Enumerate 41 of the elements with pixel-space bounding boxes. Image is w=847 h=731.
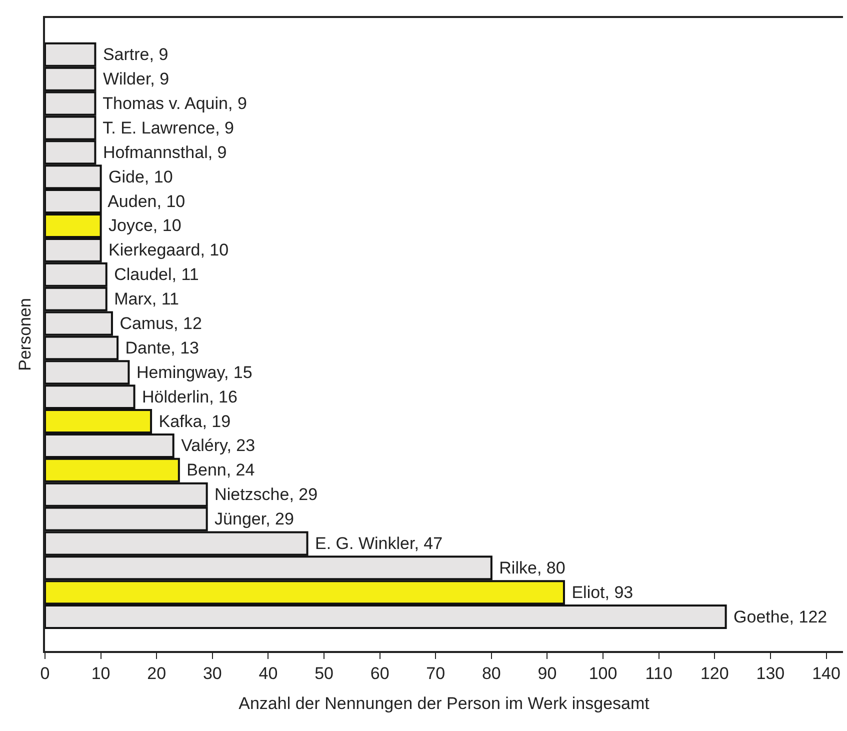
data-label: Rilke, 80 — [494, 558, 566, 578]
x-tick-label: 30 — [202, 664, 222, 684]
data-label: Hölderlin, 16 — [137, 387, 238, 406]
data-label: Camus, 12 — [114, 314, 202, 333]
data-label: Benn, 24 — [182, 460, 255, 480]
x-tick-label: 110 — [645, 664, 672, 684]
x-tick-label: 70 — [426, 664, 446, 684]
x-tick-label: 10 — [91, 664, 110, 684]
x-tick-label: 40 — [258, 664, 278, 684]
x-tick-label: 130 — [756, 664, 785, 684]
x-tick-label: 100 — [588, 664, 618, 684]
data-label: Hofmannsthal, 9 — [98, 142, 227, 162]
y-axis-title: Personen — [15, 298, 34, 371]
data-label: Joyce, 10 — [104, 216, 182, 236]
data-label: E. G. Winkler, 47 — [310, 534, 443, 553]
x-tick-label: 50 — [314, 664, 334, 684]
data-label: Auden, 10 — [104, 192, 186, 211]
data-label: Kafka, 19 — [154, 412, 231, 431]
data-label: T. E. Lawrence, 9 — [98, 118, 234, 138]
data-label: Thomas v. Aquin, 9 — [98, 94, 247, 114]
data-label: Marx, 11 — [109, 290, 179, 309]
x-axis-title: Anzahl der Nennungen der Person im Werk insgesamt — [238, 694, 650, 714]
x-tick-label: 90 — [538, 664, 557, 684]
data-label: Gide, 10 — [104, 167, 173, 186]
data-label: Sartre, 9 — [98, 45, 168, 64]
x-tick-label: 20 — [147, 664, 166, 684]
x-tick-label: 140 — [812, 664, 840, 684]
x-tick-label: 0 — [40, 664, 50, 684]
x-tick-label: 60 — [370, 664, 390, 684]
data-label: Jünger, 29 — [210, 510, 294, 529]
data-label: Hemingway, 15 — [132, 362, 252, 382]
data-label: Eliot, 93 — [566, 582, 634, 602]
data-label: Goethe, 122 — [728, 607, 828, 626]
data-label: Valéry, 23 — [176, 436, 256, 456]
data-label: Dante, 13 — [120, 338, 200, 358]
x-tick-label: 120 — [700, 664, 729, 684]
data-label: Wilder, 9 — [98, 70, 170, 89]
x-tick-label: 80 — [482, 664, 501, 684]
data-label: Kierkegaard, 10 — [104, 240, 229, 260]
data-label: Nietzsche, 29 — [210, 485, 318, 504]
data-label: Claudel, 11 — [109, 265, 199, 284]
